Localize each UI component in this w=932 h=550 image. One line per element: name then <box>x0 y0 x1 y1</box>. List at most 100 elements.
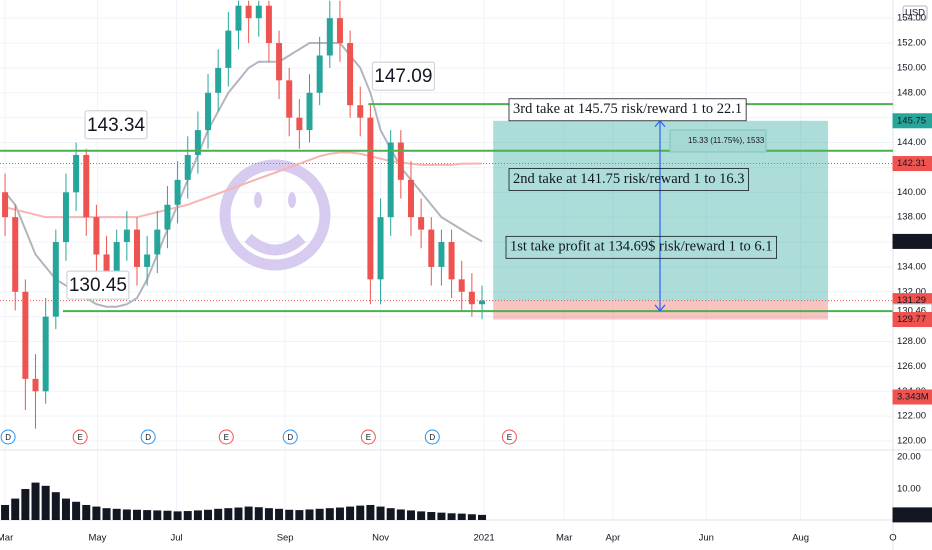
price-badge-label: 130.46 <box>897 305 926 316</box>
indicator-bar <box>427 512 436 520</box>
candle-body <box>357 105 364 118</box>
indicator-bar <box>41 485 50 520</box>
candle-body <box>448 242 455 280</box>
y-tick-label: 120.00 <box>897 436 926 447</box>
price-badge-label: 145.75 <box>897 115 926 126</box>
indicator-bar <box>21 488 30 520</box>
candle-body <box>215 67 222 93</box>
measure-label: 15.33 (11.75%), 1533 <box>688 136 765 145</box>
measure-box <box>669 129 767 153</box>
indicator-bar <box>478 514 487 520</box>
indicator-bar <box>315 508 324 520</box>
x-tick-label: Nov <box>372 533 389 544</box>
price-badge-label: 136.05 <box>897 236 926 247</box>
candle-body <box>235 5 242 31</box>
candle-body <box>205 92 212 131</box>
indicator-bar <box>11 498 20 520</box>
candle-body <box>123 229 130 243</box>
indicator-bar <box>275 508 284 520</box>
price-badge <box>892 113 932 129</box>
annotation-box <box>66 270 130 300</box>
candle-body <box>73 154 80 193</box>
candle-body <box>154 229 161 255</box>
indicator-bar <box>325 508 334 520</box>
candle-body <box>418 217 425 230</box>
candle-body <box>458 279 465 292</box>
y-tick-label: 132.00 <box>897 286 926 297</box>
candle-body <box>103 254 110 280</box>
indicator-bar <box>82 504 91 520</box>
target-label: 3rd take at 145.75 risk/reward 1 to 22.1 <box>513 101 742 117</box>
candle-body <box>276 43 283 81</box>
event-label: D <box>145 433 151 442</box>
indicator-bar <box>102 508 111 520</box>
indicator-bar <box>437 512 446 520</box>
candle-body <box>367 117 374 280</box>
candle-body <box>32 378 39 392</box>
x-tick-label: Mar <box>0 533 13 544</box>
indicator-bar <box>193 510 202 520</box>
target-box <box>505 235 777 259</box>
price-badge-label: 129.77 <box>897 314 926 325</box>
indicator-bar <box>335 507 344 520</box>
candle-body <box>22 291 29 379</box>
event-marker <box>218 429 234 445</box>
smiley-eye <box>288 192 296 208</box>
indicator-bar <box>447 513 456 520</box>
candle-body <box>347 43 354 106</box>
event-label: D <box>429 433 435 442</box>
annotation-label: 147.09 <box>374 66 432 87</box>
candle-body <box>407 179 414 218</box>
event-label: E <box>77 433 82 442</box>
candle-body <box>265 5 272 44</box>
indicator-bar <box>457 513 466 520</box>
candle-body <box>286 80 293 118</box>
event-marker <box>360 429 376 445</box>
indicator-bar <box>31 482 40 520</box>
indicator-bar <box>356 505 365 520</box>
annotation-label: 130.45 <box>69 275 127 296</box>
candle-body <box>245 5 252 19</box>
indicator-bar <box>467 514 476 520</box>
event-marker <box>140 429 156 445</box>
target-box <box>508 168 749 191</box>
y-tick-label: 134.00 <box>897 261 926 272</box>
indicator-bar <box>51 492 60 520</box>
candle-body <box>164 204 171 230</box>
candle-body <box>387 142 394 218</box>
target-label: 2nd take at 141.75 risk/reward 1 to 16.3 <box>513 171 745 187</box>
price-badge-label: 3.343M <box>897 392 929 403</box>
candle-body <box>12 217 19 292</box>
candle-body <box>306 92 313 131</box>
target-box <box>508 98 747 122</box>
event-marker <box>282 429 298 445</box>
candle-body <box>479 300 486 305</box>
indicator-bar <box>183 511 192 520</box>
candle-body <box>296 117 303 131</box>
candle-body <box>174 179 181 205</box>
candle-body <box>184 154 191 180</box>
indicator-bar <box>92 506 101 520</box>
indicator-bar <box>346 506 355 520</box>
annotation-label: 143.34 <box>87 115 146 136</box>
y-tick-label: 122.00 <box>897 411 926 422</box>
event-label: D <box>287 433 293 442</box>
indicator-bar <box>1 504 10 520</box>
candle-body <box>194 130 201 155</box>
indicator-bar <box>244 506 253 520</box>
candle-body <box>255 5 262 19</box>
candle-body <box>468 291 475 305</box>
price-badge-label: 142.31 <box>897 158 926 169</box>
event-marker <box>0 429 16 445</box>
y-tick-label: 128.00 <box>897 336 926 347</box>
smiley-mouth <box>244 233 306 256</box>
indicator-bar <box>224 508 233 520</box>
candle-body <box>397 142 404 180</box>
candle-body <box>52 242 59 317</box>
candle-body <box>144 254 151 267</box>
event-marker <box>501 429 517 445</box>
y2-tick-label: 20.00 <box>897 452 921 463</box>
candle-body <box>93 217 100 255</box>
